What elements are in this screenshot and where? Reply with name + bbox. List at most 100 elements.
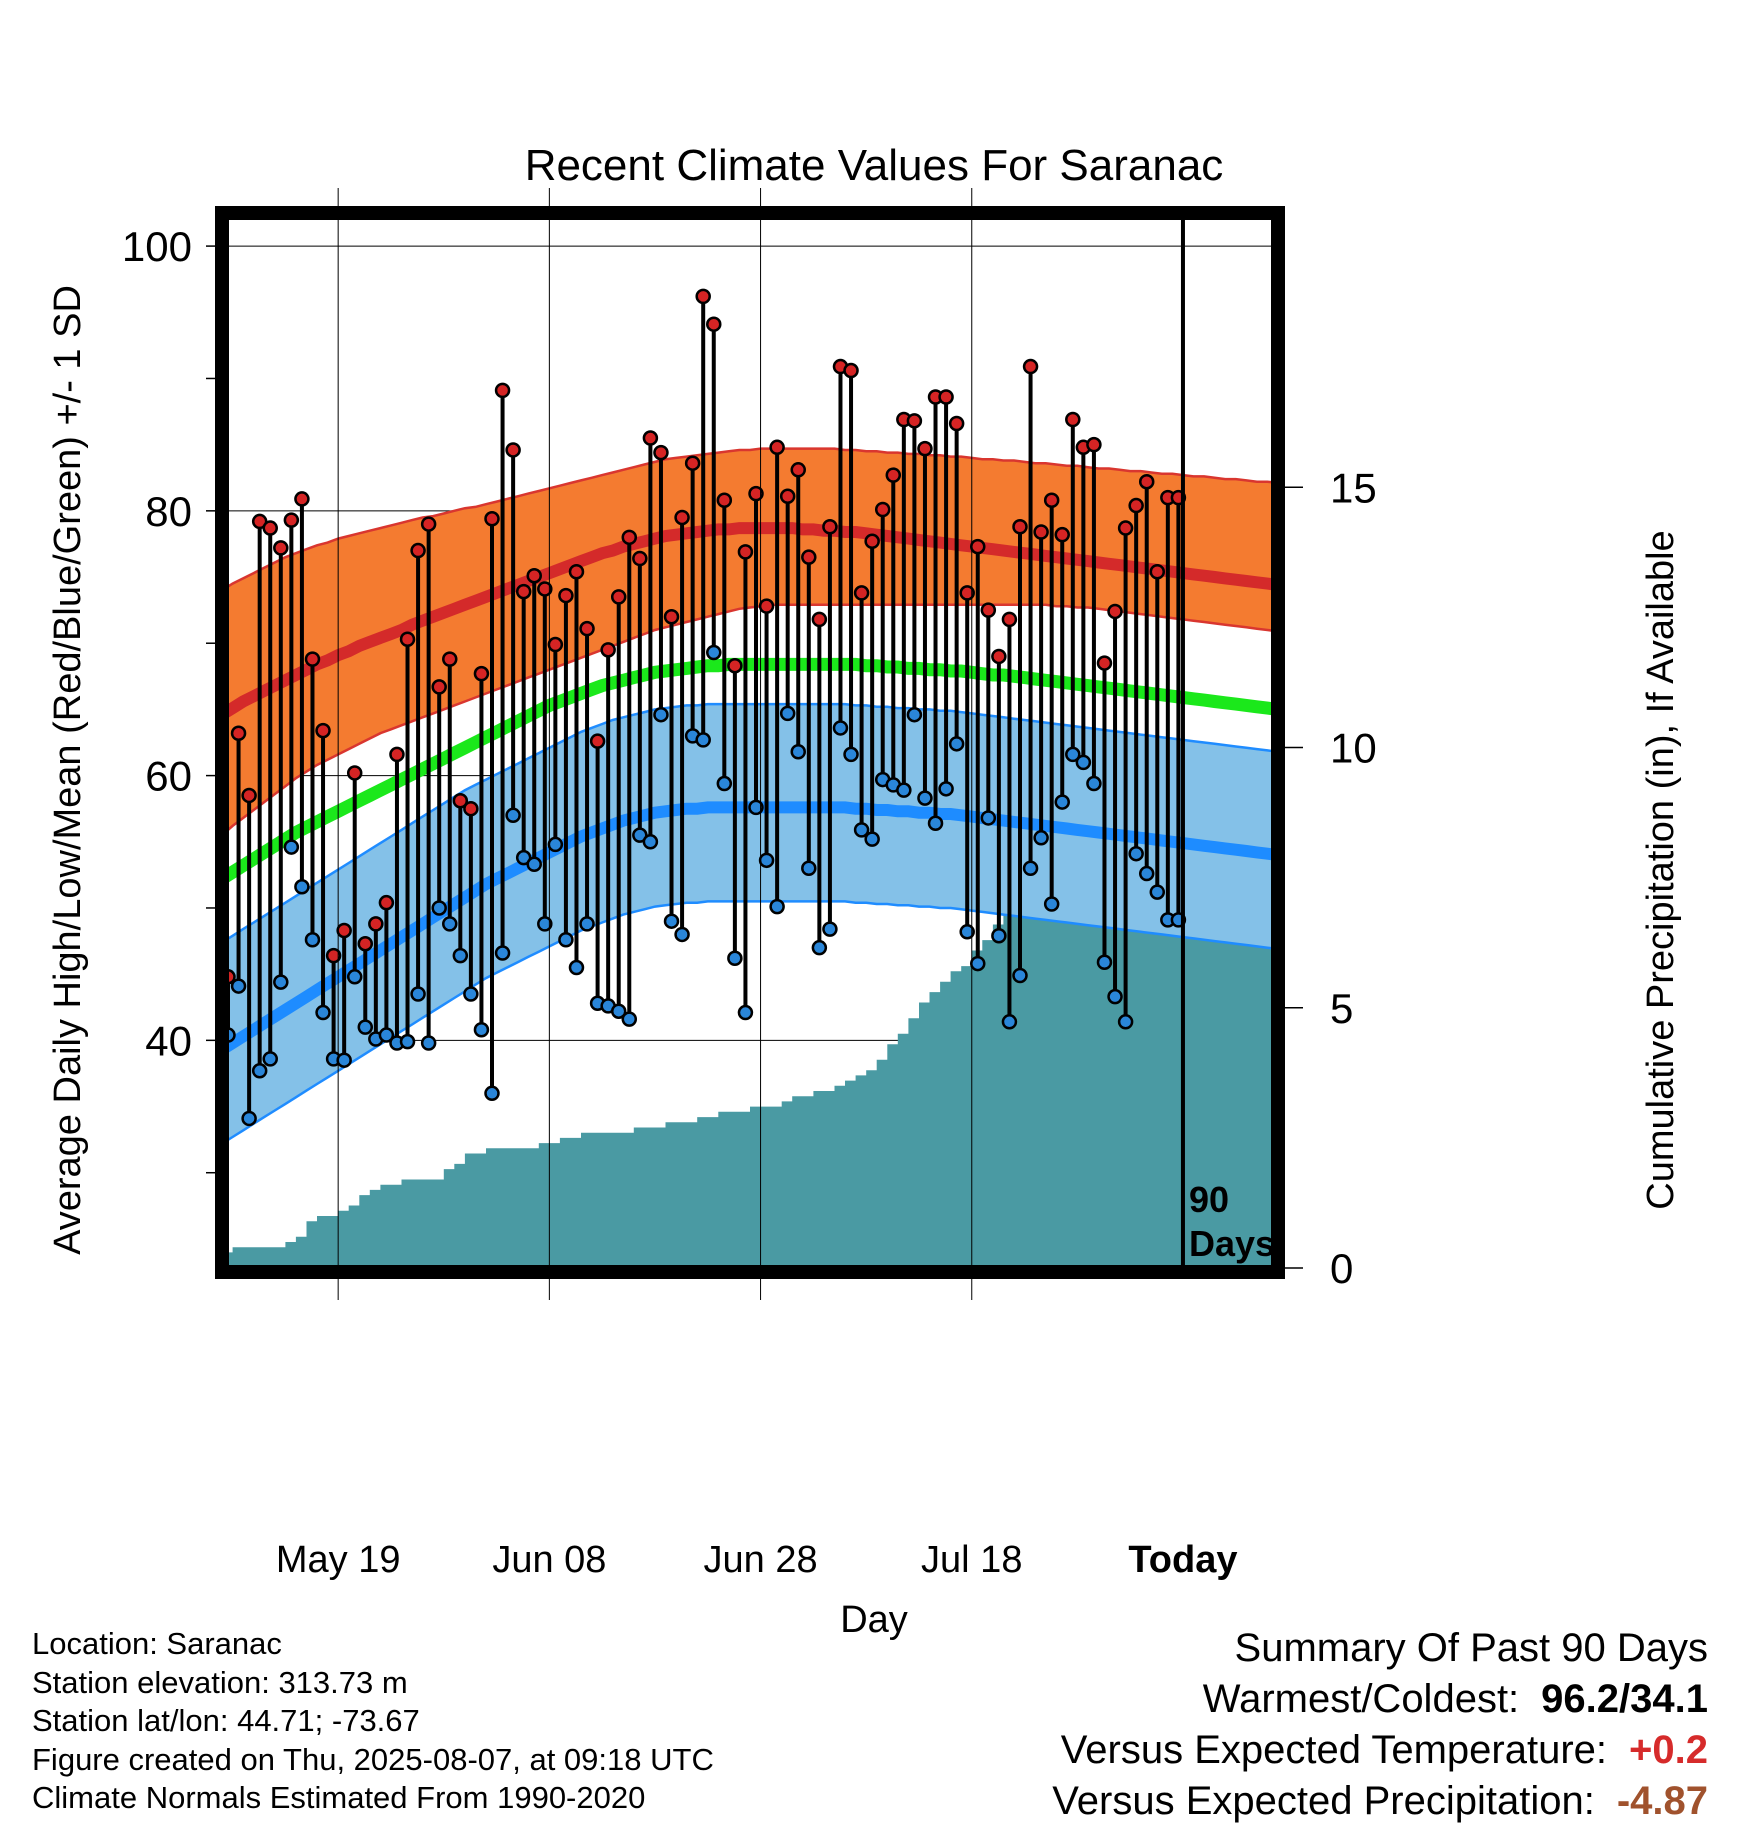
warmest-row: Warmest/Coldest: 96.2/34.1 [1052, 1674, 1708, 1725]
obs-low-point [568, 959, 585, 976]
obs-high-point [463, 800, 479, 817]
obs-high-point [1033, 524, 1049, 540]
x-tick-label: Jun 28 [704, 1539, 818, 1581]
latlon-text: Station lat/lon: 44.71; -73.67 [32, 1703, 420, 1738]
temp-row: Versus Expected Temperature: +0.2 [1052, 1725, 1708, 1776]
obs-low-point [315, 1004, 331, 1021]
obs-low-point [653, 706, 669, 723]
obs-low-point [537, 916, 553, 932]
obs-high-point [769, 439, 785, 456]
obs-high-point [473, 665, 490, 682]
obs-high-point [505, 442, 521, 458]
obs-high-point [653, 444, 669, 461]
obs-high-point [241, 787, 257, 804]
obs-low-point [473, 1022, 490, 1038]
obs-high-point [346, 765, 363, 781]
obs-high-point [389, 746, 405, 763]
obs-high-point [336, 922, 352, 939]
obs-high-point [1065, 411, 1081, 428]
y2-tick-label: 10 [1330, 725, 1377, 772]
obs-low-point [663, 913, 680, 929]
obs-low-point [579, 916, 595, 932]
obs-low-point [853, 822, 870, 838]
y-axis-label: Average Daily High/Low/Mean (Red/Blue/Gr… [47, 285, 89, 1255]
obs-low-point [948, 736, 965, 752]
obs-high-point [273, 540, 289, 556]
obs-high-point [621, 529, 638, 546]
obs-low-point [1149, 884, 1166, 900]
obs-high-point [294, 491, 310, 507]
obs-high-point [727, 657, 743, 674]
obs-high-point [980, 602, 997, 618]
warmest-label: Warmest/Coldest: [1202, 1677, 1520, 1721]
obs-low-point [1001, 1014, 1018, 1030]
obs-low-point [610, 1003, 627, 1019]
temp-label: Versus Expected Temperature: [1060, 1728, 1608, 1772]
high-sd-band [222, 448, 1278, 836]
x-tick-label: Jul 18 [921, 1539, 1022, 1581]
obs-high-point [970, 538, 986, 555]
obs-high-point [716, 492, 733, 509]
obs-low-point [494, 945, 511, 961]
obs-low-point [790, 744, 806, 760]
x-tick-label: Jun 08 [492, 1539, 606, 1581]
obs-high-point [304, 651, 321, 667]
obs-high-point [262, 520, 278, 536]
temp-value: +0.2 [1629, 1728, 1708, 1772]
obs-high-point [790, 462, 806, 478]
obs-low-point [632, 827, 648, 843]
obs-high-point [1022, 358, 1039, 375]
warmest-value: 96.2/34.1 [1541, 1677, 1708, 1721]
obs-low-point [230, 978, 247, 994]
obs-high-point [568, 563, 585, 580]
obs-low-point [1022, 860, 1039, 877]
obs-low-point [843, 746, 859, 763]
obs-high-point [1012, 518, 1028, 535]
obs-high-point [368, 916, 384, 932]
obs-low-point [706, 644, 722, 661]
obs-high-point [917, 440, 933, 457]
obs-high-point [526, 567, 542, 584]
obs-low-point [621, 1011, 638, 1027]
obs-high-point [1054, 526, 1070, 543]
obs-high-point [378, 894, 395, 911]
obs-low-point [864, 831, 880, 847]
obs-low-point [1128, 845, 1144, 862]
obs-low-point [737, 1004, 754, 1021]
obs-low-point [822, 921, 838, 937]
obs-low-point [970, 955, 986, 972]
obs-low-point [452, 947, 469, 964]
obs-high-point [230, 725, 247, 741]
obs-high-point [874, 501, 891, 518]
obs-low-point [547, 836, 564, 853]
obs-low-point [1012, 967, 1028, 984]
obs-high-point [853, 585, 870, 601]
obs-high-point [1001, 611, 1018, 628]
obs-low-point [1043, 896, 1060, 912]
obs-high-point [885, 467, 902, 483]
obs-high-point [843, 362, 859, 379]
obs-high-point [515, 583, 532, 600]
obs-low-point [917, 790, 933, 806]
obs-low-point [336, 1052, 352, 1068]
obs-high-point [431, 679, 447, 695]
obs-low-point [346, 969, 363, 985]
y2-axis-label: Cumulative Precipitation (in), If Availa… [1640, 530, 1682, 1209]
obs-high-point [579, 620, 595, 637]
obs-low-point [294, 879, 310, 895]
x-axis-label: Day [840, 1599, 908, 1641]
obs-high-point [494, 382, 511, 399]
obs-low-point [420, 1035, 437, 1051]
obs-high-point [452, 792, 469, 809]
obs-high-point [663, 608, 680, 625]
obs-low-point [748, 799, 764, 816]
precip-value: -4.87 [1616, 1779, 1708, 1823]
obs-high-point [1149, 563, 1166, 580]
obs-high-point [357, 935, 374, 952]
obs-low-point [1065, 746, 1081, 763]
obs-high-point [283, 512, 300, 528]
obs-high-point [410, 542, 426, 559]
location-text: Location: Saranac [32, 1626, 282, 1661]
high-sd-upper-line [222, 447, 1278, 592]
